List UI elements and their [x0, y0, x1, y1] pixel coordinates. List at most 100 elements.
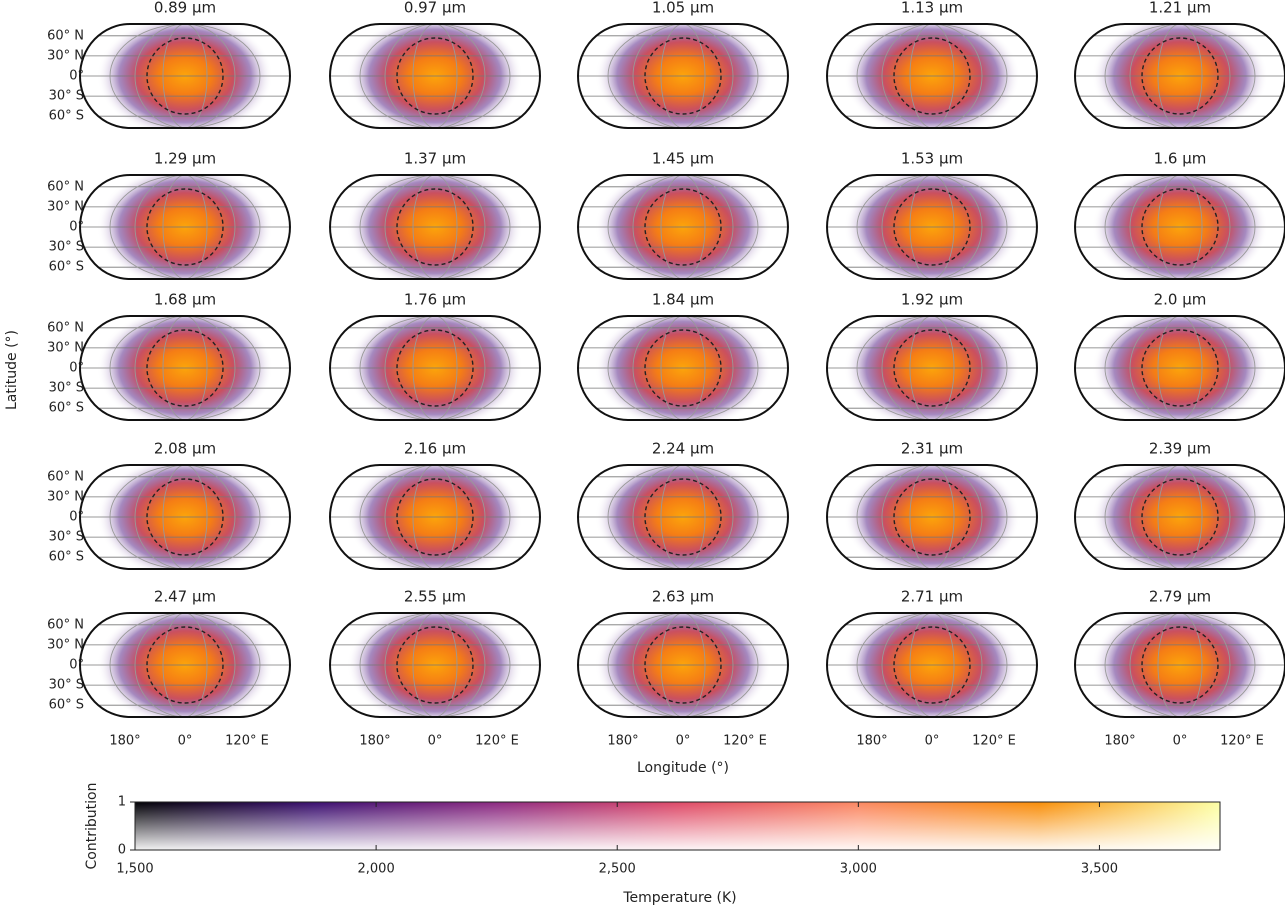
map-outline — [1074, 612, 1285, 718]
meridian — [856, 24, 1008, 128]
meridian — [607, 613, 759, 717]
map-panel: 1.45 μm — [577, 150, 789, 280]
limb-outline — [146, 329, 224, 407]
limb-outline — [644, 329, 722, 407]
map-outline — [826, 612, 1038, 718]
map-body — [330, 316, 540, 420]
lat-tick-label: 30° N — [47, 340, 84, 355]
lat-tick-label: 60° S — [49, 260, 84, 275]
limb-outline — [1141, 37, 1219, 115]
meridian — [162, 24, 208, 128]
panel-title: 1.45 μm — [652, 150, 714, 168]
panel-title: 1.76 μm — [404, 291, 466, 309]
lon-tick-label: 180° — [1104, 734, 1135, 749]
limb-outline — [644, 188, 722, 266]
lon-tick-label: 0° — [925, 734, 940, 749]
lon-tick-label: 180° — [109, 734, 140, 749]
meridian — [412, 613, 458, 717]
meridian — [359, 316, 511, 420]
meridian — [1104, 613, 1256, 717]
panel-title: 2.79 μm — [1149, 588, 1211, 606]
map-body — [827, 613, 1037, 717]
lat-tick-label: 60° N — [47, 179, 84, 194]
meridian — [607, 175, 759, 279]
meridian — [881, 613, 983, 717]
meridian — [1129, 24, 1231, 128]
meridian — [109, 175, 261, 279]
map-outline — [577, 23, 789, 129]
meridian — [1129, 613, 1231, 717]
panel-title: 0.97 μm — [404, 0, 466, 17]
meridian — [1129, 465, 1231, 569]
meridian — [1104, 316, 1256, 420]
map-outline — [79, 174, 291, 280]
meridian — [134, 24, 236, 128]
map-body — [330, 175, 540, 279]
meridian — [412, 316, 458, 420]
meridian — [660, 613, 706, 717]
map-panel: 2.39 μm — [1074, 440, 1285, 570]
lat-tick-label: 0° — [69, 69, 84, 84]
panel-title: 2.39 μm — [1149, 440, 1211, 458]
colorbar-frame — [134, 801, 1221, 851]
map-panel: 1.92 μm — [826, 291, 1038, 421]
map-body — [80, 316, 290, 420]
lat-tick-label: 60° N — [47, 469, 84, 484]
map-body — [1075, 316, 1285, 420]
map-body — [1075, 613, 1285, 717]
meridian — [162, 316, 208, 420]
colorbar-x-tick-label: 3,500 — [1081, 862, 1118, 877]
panel-title: 2.24 μm — [652, 440, 714, 458]
panel-title: 1.21 μm — [1149, 0, 1211, 17]
meridian — [1157, 613, 1203, 717]
meridian — [909, 24, 955, 128]
lat-tick-label: 30° N — [47, 489, 84, 504]
panel-title: 1.37 μm — [404, 150, 466, 168]
meridian — [134, 465, 236, 569]
lat-tick-label: 60° N — [47, 617, 84, 632]
panel-title: 1.68 μm — [154, 291, 216, 309]
meridian — [109, 24, 261, 128]
lat-tick-label: 30° N — [47, 199, 84, 214]
map-panel: 2.31 μm — [826, 440, 1038, 570]
meridian — [1129, 316, 1231, 420]
map-panel: 2.08 μm 60° N 30° N 0° 30° S 60° S — [47, 440, 291, 570]
map-outline — [329, 464, 541, 570]
meridian — [359, 465, 511, 569]
meridian — [856, 465, 1008, 569]
map-panel: 2.63 μm 180° 0° 120° E — [577, 588, 789, 749]
limb-outline — [146, 37, 224, 115]
limb-outline — [396, 626, 474, 704]
map-panel: 1.84 μm — [577, 291, 789, 421]
limb-outline — [644, 478, 722, 556]
map-body — [80, 175, 290, 279]
colorbar-x-tick-label: 1,500 — [116, 862, 153, 877]
meridian — [412, 24, 458, 128]
meridian — [412, 465, 458, 569]
meridian — [660, 465, 706, 569]
meridian — [632, 613, 734, 717]
meridian — [856, 175, 1008, 279]
panel-title: 1.6 μm — [1154, 150, 1207, 168]
colorbar-x-tick-label: 2,500 — [599, 862, 636, 877]
map-outline — [329, 315, 541, 421]
map-body — [1075, 175, 1285, 279]
meridian — [109, 465, 261, 569]
lat-tick-label: 30° N — [47, 637, 84, 652]
map-body — [80, 465, 290, 569]
meridian — [660, 175, 706, 279]
lat-tick-label: 60° N — [47, 320, 84, 335]
map-body — [827, 175, 1037, 279]
meridian — [1104, 175, 1256, 279]
map-panel: 0.97 μm — [329, 0, 541, 129]
meridian — [909, 613, 955, 717]
meridian — [1157, 316, 1203, 420]
map-panel: 1.53 μm — [826, 150, 1038, 280]
panel-title: 0.89 μm — [154, 0, 216, 17]
map-body — [80, 24, 290, 128]
meridian — [632, 316, 734, 420]
map-body — [827, 465, 1037, 569]
meridian — [109, 316, 261, 420]
lon-tick-label: 0° — [676, 734, 691, 749]
